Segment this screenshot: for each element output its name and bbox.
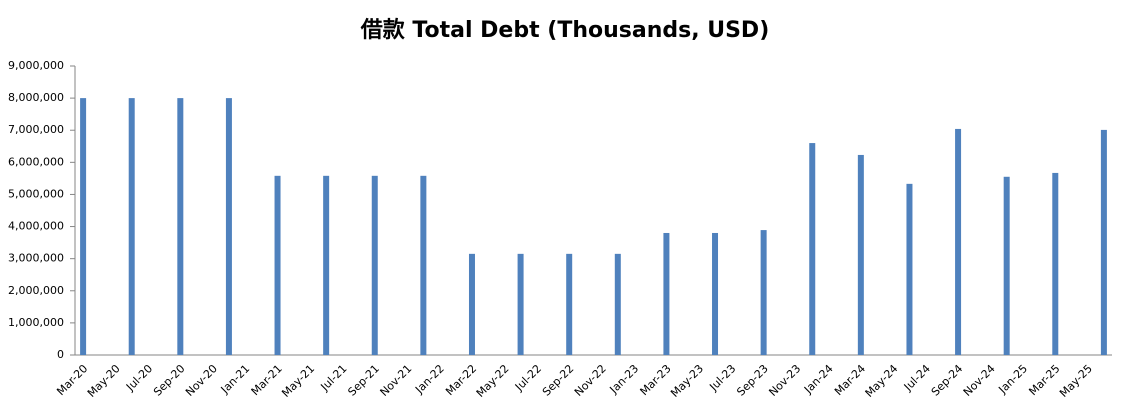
x-tick-label: Nov-22 [572,362,609,399]
bar [323,175,330,355]
bar [809,143,816,355]
x-tick-label: Sep-22 [540,362,577,399]
x-tick-label: Mar-23 [638,362,674,398]
bar [1003,176,1010,355]
bar [614,253,621,355]
bar [225,98,232,355]
x-tick-label: Sep-23 [734,362,771,399]
x-tick-label: Nov-21 [378,362,415,399]
x-tick-label: May-24 [863,362,901,400]
x-tick-label: May-21 [279,362,317,400]
y-tick-label: 5,000,000 [8,187,64,200]
x-tick-label: Mar-24 [832,362,868,398]
bar [1100,129,1107,355]
x-tick-label: May-25 [1057,362,1095,400]
bar [566,253,573,355]
bar [906,183,913,355]
bar [468,253,475,355]
x-tick-label: May-23 [668,362,706,400]
bar [955,128,962,355]
x-tick-label: Nov-20 [183,362,220,399]
y-tick-label: 2,000,000 [8,284,64,297]
y-tick-label: 1,000,000 [8,316,64,329]
x-tick-label: Jan-22 [412,362,447,397]
bar [712,232,719,355]
x-tick-label: Mar-20 [54,362,90,398]
chart-title: 借款 Total Debt (Thousands, USD) [360,17,770,43]
x-tick-label: Jan-23 [607,362,642,397]
x-tick-label: Mar-21 [249,362,285,398]
y-tick-label: 9,000,000 [8,59,64,72]
bar [80,98,87,355]
bar [420,175,427,355]
bar [517,253,524,355]
y-tick-label: 8,000,000 [8,91,64,104]
x-tick-label: May-20 [85,362,123,400]
x-tick-label: May-22 [474,362,512,400]
y-tick-label: 0 [57,348,64,361]
x-tick-label: Jan-25 [996,362,1031,397]
x-tick-label: Nov-24 [961,362,998,399]
x-tick-label: Sep-20 [151,362,188,399]
bar [128,98,135,355]
x-tick-label: Mar-22 [443,362,479,398]
x-tick-label: Sep-21 [345,362,382,399]
y-tick-label: 7,000,000 [8,123,64,136]
bar [1052,172,1059,355]
bar [857,154,864,355]
bar [371,175,378,355]
x-tick-label: Nov-23 [766,362,803,399]
y-tick-label: 4,000,000 [8,220,64,233]
x-tick-label: Jan-21 [218,362,253,397]
bar [760,230,767,355]
x-tick-label: Jan-24 [801,362,836,397]
bar [177,98,184,355]
x-tick-label: Sep-24 [929,362,966,399]
y-tick-label: 6,000,000 [8,155,64,168]
bar [663,232,670,355]
x-tick-label: Mar-25 [1026,362,1062,398]
y-tick-label: 3,000,000 [8,252,64,265]
bar [274,175,281,355]
